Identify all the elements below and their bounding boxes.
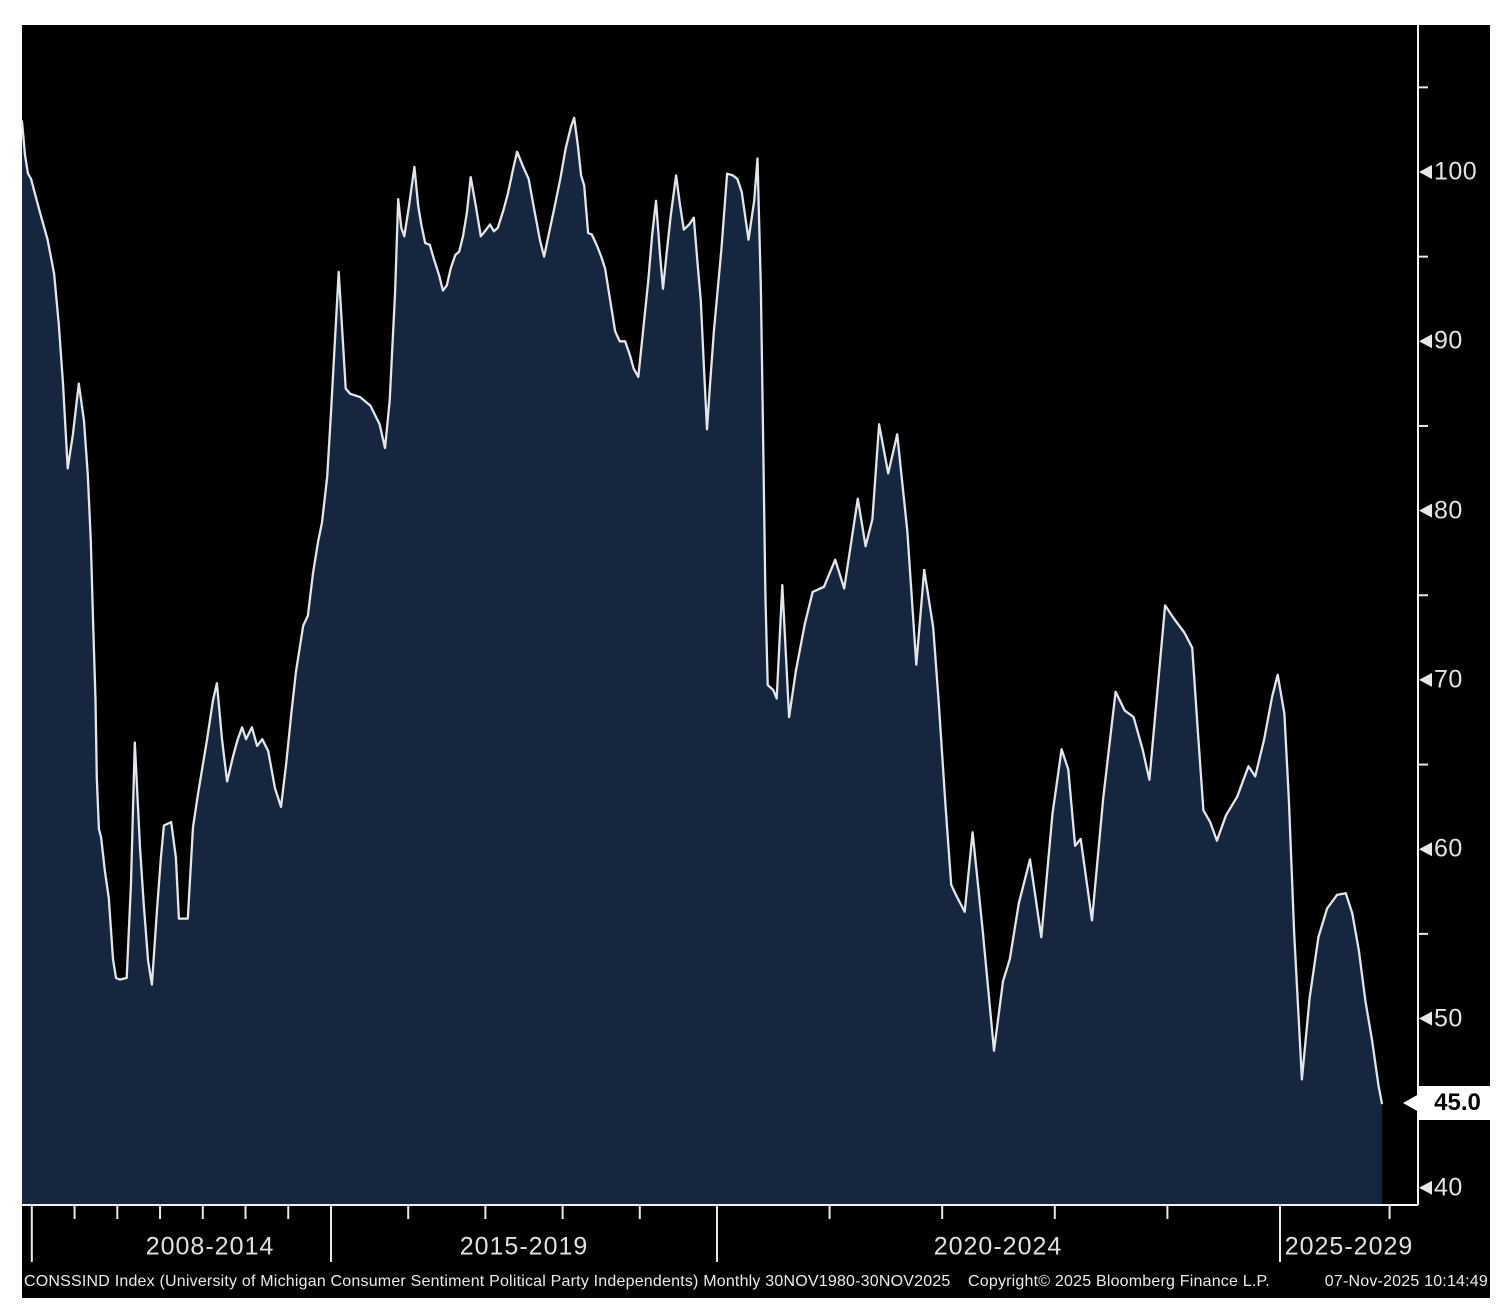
y-tick-arrow-icon: [1419, 842, 1432, 857]
y-tick-arrow-icon: [1419, 1011, 1432, 1026]
y-axis-label: 40: [1434, 1173, 1463, 1202]
series-line: [20, 116, 1384, 1105]
y-axis-label: 80: [1434, 496, 1463, 525]
footer-timestamp: 07-Nov-2025 10:14:49: [1324, 1273, 1488, 1290]
y-axis-label: 90: [1434, 326, 1463, 355]
y-tick-arrow-icon: [1419, 503, 1432, 518]
last-value-pointer-icon: [1403, 1094, 1419, 1113]
footer-copyright: Copyright© 2025 Bloomberg Finance L.P.: [968, 1273, 1270, 1290]
y-axis-label: 50: [1434, 1004, 1463, 1032]
last-value-text: 45.0: [1434, 1089, 1481, 1117]
x-axis-section-label: 2025-2029: [1284, 1232, 1414, 1261]
area-fill: [22, 117, 1382, 1205]
last-value-badge: 45.0: [1419, 1086, 1496, 1121]
y-axis-label: 100: [1434, 157, 1478, 186]
footer-security-description: CONSSIND Index (University of Michigan C…: [24, 1273, 951, 1290]
y-axis-label: 60: [1434, 834, 1463, 863]
x-axis-section-label: 2015-2019: [459, 1232, 589, 1261]
y-tick-arrow-icon: [1419, 334, 1432, 349]
y-tick-arrow-icon: [1419, 165, 1432, 179]
y-tick-arrow-icon: [1419, 672, 1432, 687]
y-tick-arrow-icon: [1419, 1180, 1432, 1195]
x-axis-section-label: 2020-2024: [933, 1232, 1063, 1261]
x-axis-section-label: 2008-2014: [145, 1232, 275, 1261]
y-axis-label: 70: [1434, 665, 1463, 694]
